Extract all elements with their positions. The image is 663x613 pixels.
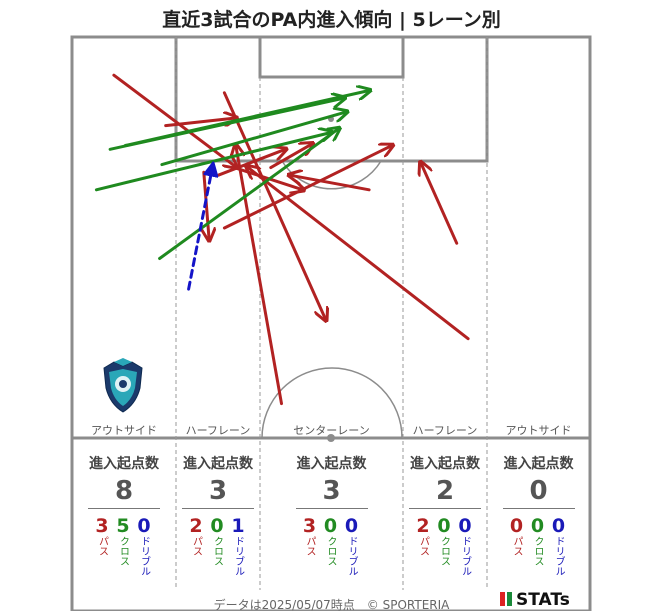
breakdown-dribble-count: 0 bbox=[551, 515, 566, 537]
entry-arrow-dribble bbox=[187, 165, 213, 291]
entry-arrow-pass bbox=[290, 175, 371, 192]
breakdown-pass: 0 パス bbox=[507, 516, 527, 556]
breakdown-cross-label: クロス bbox=[117, 536, 129, 566]
breakdown-cross: 0 クロス bbox=[321, 516, 341, 566]
team-crest-icon bbox=[103, 358, 143, 413]
summary-title: 進入起点数 bbox=[296, 456, 367, 472]
summary-total: 3 bbox=[208, 476, 228, 506]
breakdown-cross: 5 クロス bbox=[113, 516, 133, 566]
entry-arrow-pass bbox=[222, 146, 392, 230]
summary-divider bbox=[409, 508, 481, 509]
lane-label-left-outside: アウトサイド bbox=[91, 424, 157, 437]
breakdown-pass-count: 0 bbox=[509, 515, 524, 537]
entry-arrow-pass bbox=[164, 118, 236, 128]
summary-breakdown: 2 パス 0 クロス 0 ドリブル bbox=[412, 516, 478, 586]
summary-divider bbox=[88, 508, 160, 509]
summary-total: 3 bbox=[322, 476, 341, 506]
entry-arrow-pass bbox=[269, 144, 312, 170]
breakdown-pass: 3 パス bbox=[92, 516, 112, 556]
summary-title: 進入起点数 bbox=[183, 456, 253, 472]
breakdown-pass: 2 パス bbox=[413, 516, 433, 556]
breakdown-cross-label: クロス bbox=[211, 536, 223, 566]
breakdown-pass-count: 2 bbox=[416, 515, 430, 537]
centre-circle bbox=[261, 367, 403, 439]
breakdown-cross-count: 0 bbox=[530, 515, 545, 537]
goal-area bbox=[258, 35, 405, 79]
breakdown-pass-label: パス bbox=[511, 536, 522, 556]
entry-arrow-pass bbox=[222, 91, 325, 320]
logo-mark-icon bbox=[500, 592, 505, 606]
entry-arrow-cross bbox=[158, 129, 339, 260]
breakdown-dribble: 0 ドリブル bbox=[342, 516, 362, 576]
breakdown-cross-label: クロス bbox=[325, 536, 336, 566]
summary-breakdown: 3 パス 0 クロス 0 ドリブル bbox=[299, 516, 365, 586]
breakdown-cross: 0 クロス bbox=[434, 516, 454, 566]
breakdown-pass: 2 パス bbox=[186, 516, 206, 556]
breakdown-dribble-label: ドリブル bbox=[346, 536, 357, 576]
breakdown-dribble-count: 0 bbox=[458, 515, 472, 537]
summary-total: 0 bbox=[529, 476, 548, 506]
lane-label-right-halfspace: ハーフレーン bbox=[412, 424, 478, 437]
breakdown-dribble: 0 ドリブル bbox=[134, 516, 154, 576]
breakdown-pass-label: パス bbox=[190, 536, 202, 556]
breakdown-pass-count: 2 bbox=[189, 515, 203, 537]
breakdown-cross-count: 0 bbox=[210, 515, 224, 537]
summary-divider bbox=[295, 508, 368, 509]
breakdown-pass: 3 パス bbox=[300, 516, 320, 556]
lane-label-left-halfspace: ハーフレーン bbox=[185, 424, 251, 437]
breakdown-cross: 0 クロス bbox=[528, 516, 548, 566]
breakdown-dribble-label: ドリブル bbox=[138, 536, 150, 576]
summary-title: 進入起点数 bbox=[410, 456, 480, 472]
breakdown-dribble-count: 0 bbox=[137, 515, 151, 537]
chart-title: 直近3試合のPA内進入傾向 | 5レーン別 bbox=[162, 9, 501, 31]
breakdown-dribble-count: 0 bbox=[344, 515, 359, 537]
entry-arrow-cross bbox=[123, 91, 369, 147]
breakdown-dribble-label: ドリブル bbox=[459, 536, 471, 576]
breakdown-pass-count: 3 bbox=[95, 515, 109, 537]
breakdown-cross-count: 0 bbox=[323, 515, 338, 537]
entry-arrow-pass bbox=[204, 170, 209, 239]
breakdown-cross-label: クロス bbox=[438, 536, 450, 566]
brand-name: STATs bbox=[516, 590, 570, 610]
summary-breakdown: 2 パス 0 クロス 1 ドリブル bbox=[185, 516, 251, 586]
footer-note: データは2025/05/07時点 © SPORTERIA bbox=[213, 598, 450, 612]
summary-divider bbox=[182, 508, 254, 509]
entry-arrow-cross bbox=[160, 112, 346, 167]
breakdown-dribble-count: 1 bbox=[231, 515, 245, 537]
breakdown-cross-count: 5 bbox=[116, 515, 130, 537]
entry-arrow-pass bbox=[216, 149, 285, 177]
summary-title: 進入起点数 bbox=[89, 456, 159, 472]
entry-arrow-pass bbox=[236, 146, 283, 406]
lane-label-right-outside: アウトサイド bbox=[505, 424, 572, 437]
summary-total: 2 bbox=[435, 476, 455, 506]
breakdown-dribble: 0 ドリブル bbox=[455, 516, 475, 576]
breakdown-dribble: 0 ドリブル bbox=[549, 516, 569, 576]
breakdown-cross-label: クロス bbox=[532, 536, 543, 566]
logo-mark-icon bbox=[507, 592, 512, 606]
summary-total: 8 bbox=[114, 476, 134, 506]
summary-divider bbox=[502, 508, 575, 509]
breakdown-pass-label: パス bbox=[96, 536, 108, 556]
stats-logo: STATs bbox=[500, 590, 570, 610]
breakdown-pass-count: 3 bbox=[302, 515, 317, 537]
centre-spot bbox=[327, 434, 335, 442]
entry-arrow-pass bbox=[421, 163, 459, 245]
entry-arrow-pass bbox=[112, 73, 236, 167]
entries-layer bbox=[94, 73, 470, 406]
entry-arrow-pass bbox=[247, 167, 470, 341]
breakdown-cross-count: 0 bbox=[437, 515, 451, 537]
lane-label-center: センターレーン bbox=[293, 424, 370, 437]
breakdown-dribble: 1 ドリブル bbox=[228, 516, 248, 576]
summary-breakdown: 3 パス 5 クロス 0 ドリブル bbox=[91, 516, 157, 586]
breakdown-dribble-label: ドリブル bbox=[232, 536, 244, 576]
breakdown-pass-label: パス bbox=[417, 536, 429, 556]
summary-breakdown: 0 パス 0 クロス 0 ドリブル bbox=[506, 516, 572, 586]
breakdown-cross: 0 クロス bbox=[207, 516, 227, 566]
breakdown-pass-label: パス bbox=[304, 536, 315, 556]
breakdown-dribble-label: ドリブル bbox=[553, 536, 564, 576]
summary-title: 進入起点数 bbox=[503, 456, 574, 472]
